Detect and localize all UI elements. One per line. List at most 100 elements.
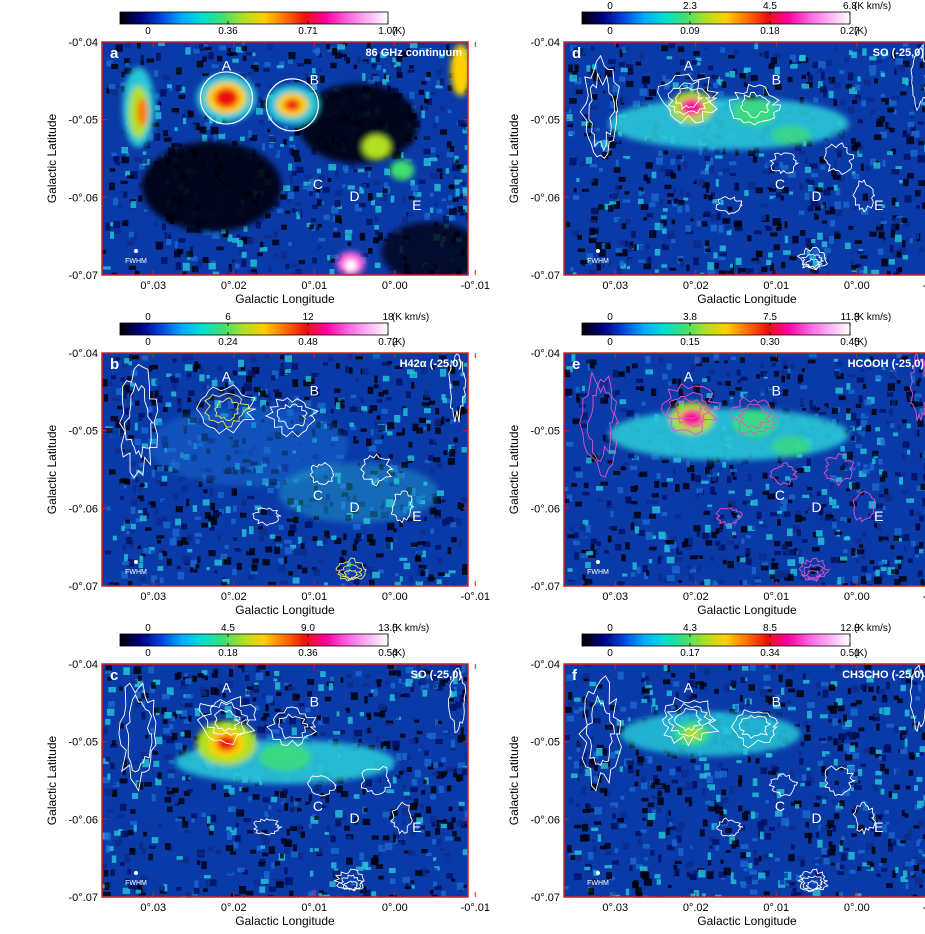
colorbar-top-tick: 4.5 bbox=[763, 1, 777, 12]
colorbar-bottom-tick: 0.18 bbox=[218, 648, 238, 659]
source-label-d: D bbox=[349, 188, 359, 204]
colorbar-bottom-tick: 0.27 bbox=[840, 26, 860, 37]
colorbar-bottom-tick: 0.71 bbox=[298, 26, 318, 37]
x-axis-title: Galactic Longitude bbox=[697, 603, 797, 617]
y-axis-title: Galactic Latitude bbox=[507, 735, 521, 825]
source-label-a: A bbox=[222, 57, 232, 73]
y-tick-label: -0°.05 bbox=[531, 737, 560, 749]
colorbar-bottom-tick: 0.51 bbox=[840, 648, 860, 659]
colorbar-bottom-tick: 0.48 bbox=[298, 337, 318, 348]
y-tick-label: -0°.05 bbox=[69, 426, 98, 438]
colorbar-bottom-tick: 0.30 bbox=[760, 337, 780, 348]
colorbar-bottom-tick: 0 bbox=[145, 337, 151, 348]
source-label-c: C bbox=[775, 176, 785, 192]
colorbar-bottom-tick: 0.34 bbox=[760, 648, 780, 659]
y-tick-label: -0°.06 bbox=[531, 192, 560, 204]
emission-blobs bbox=[122, 43, 468, 275]
y-tick-label: -0°.04 bbox=[531, 659, 560, 671]
x-tick-label: 0°.02 bbox=[683, 902, 709, 914]
aperture-circle-a bbox=[199, 71, 254, 125]
source-label-e: E bbox=[874, 819, 883, 835]
x-tick-label: 0°.01 bbox=[763, 591, 789, 603]
colorbar-top-unit: (K km/s) bbox=[854, 312, 891, 323]
source-label-d: D bbox=[811, 810, 821, 826]
colorbar-bottom-tick: 1.07 bbox=[378, 26, 398, 37]
x-axis-title: Galactic Longitude bbox=[235, 292, 335, 306]
colorbar-bottom-tick: 0.36 bbox=[298, 648, 318, 659]
y-tick-label: -0°.05 bbox=[531, 426, 560, 438]
y-axis-title: Galactic Latitude bbox=[45, 113, 59, 203]
source-label-a: A bbox=[684, 57, 694, 73]
colorbar-top-unit: (K km/s) bbox=[854, 1, 891, 12]
source-label-e: E bbox=[874, 508, 883, 524]
panel-a-svg: 0 0.36 0.71 1.07(K) A B C D Ea 86 GHz continuum FW… bbox=[45, 11, 490, 306]
panel-title: SO (-25,0) bbox=[411, 669, 463, 681]
emission-blobs bbox=[148, 406, 439, 523]
axes: 0°.03 0°.02 0°.01 0°.00 -0°.01 -0°.04 -0°.05 -0… bbox=[507, 348, 925, 617]
colorbar-top-tick: 3.8 bbox=[683, 312, 697, 323]
colorbar-top-tick: 12.8 bbox=[840, 623, 860, 634]
y-tick-label: -0°.07 bbox=[531, 270, 560, 282]
fwhm-label: FWHM bbox=[587, 258, 609, 265]
x-tick-label: 0°.01 bbox=[301, 280, 327, 292]
colorbar-bottom-unit: (K) bbox=[854, 337, 867, 348]
emission-blobs bbox=[620, 711, 801, 756]
colorbar-top-tick: 6 bbox=[225, 312, 231, 323]
y-tick-label: -0°.04 bbox=[69, 37, 98, 49]
colorbar-bottom-tick: 0 bbox=[145, 26, 151, 37]
colorbar-gradient bbox=[581, 322, 851, 336]
x-tick-label: -0°.01 bbox=[923, 280, 925, 292]
y-tick-label: -0°.06 bbox=[531, 814, 560, 826]
source-label-e: E bbox=[874, 197, 883, 213]
source-labels: A B C D E bbox=[684, 57, 884, 213]
x-tick-label: 0°.00 bbox=[844, 902, 870, 914]
y-axis-title: Galactic Latitude bbox=[45, 424, 59, 514]
source-label-b: B bbox=[772, 693, 781, 709]
y-axis-title: Galactic Latitude bbox=[45, 735, 59, 825]
axes: 0°.03 0°.02 0°.01 0°.00 -0°.01 -0°.04 -0°.05 -0… bbox=[45, 659, 490, 928]
x-axis-title: Galactic Longitude bbox=[235, 603, 335, 617]
emission-blobs bbox=[175, 721, 395, 784]
panel-title: CH3CHO (-25,0) bbox=[842, 669, 924, 681]
y-tick-label: -0°.05 bbox=[69, 737, 98, 749]
source-label-b: B bbox=[310, 693, 319, 709]
colorbar-bottom-unit: (K) bbox=[392, 648, 405, 659]
noise-speckles bbox=[564, 353, 925, 586]
contours bbox=[579, 43, 925, 271]
x-tick-label: -0°.01 bbox=[923, 591, 925, 603]
x-axis-title: Galactic Longitude bbox=[235, 914, 335, 928]
source-label-d: D bbox=[811, 499, 821, 515]
x-tick-label: 0°.00 bbox=[382, 902, 408, 914]
colorbar-bottom-tick: 0.36 bbox=[218, 26, 238, 37]
source-label-a: A bbox=[684, 368, 694, 384]
aperture-circle-b bbox=[265, 78, 319, 132]
source-label-d: D bbox=[349, 810, 359, 826]
y-axis-title: Galactic Latitude bbox=[507, 424, 521, 514]
source-labels: A B C D E bbox=[222, 368, 422, 524]
colorbar: 0 0.36 0.71 1.07(K) bbox=[119, 11, 405, 37]
colorbar-top-tick: 4.5 bbox=[221, 623, 235, 634]
colorbar-top-tick: 9.0 bbox=[301, 623, 315, 634]
colorbar-bottom-tick: 0.15 bbox=[680, 337, 700, 348]
map-frame bbox=[101, 41, 469, 276]
colorbar-top-tick: 0 bbox=[145, 312, 151, 323]
x-tick-label: 0°.03 bbox=[140, 280, 166, 292]
fwhm-label: FWHM bbox=[125, 569, 147, 576]
x-tick-label: 0°.01 bbox=[763, 280, 789, 292]
panel-letter: f bbox=[572, 667, 578, 684]
x-tick-label: 0°.02 bbox=[683, 591, 709, 603]
panel-title: 86 GHz continuum bbox=[365, 47, 462, 59]
y-axis-title: Galactic Latitude bbox=[507, 113, 521, 203]
colorbar-top-tick: 7.5 bbox=[763, 312, 777, 323]
fwhm-beam bbox=[134, 871, 138, 875]
colorbar-bottom-tick: 0 bbox=[607, 26, 613, 37]
colorbar-bottom-unit: (K) bbox=[854, 648, 867, 659]
source-label-e: E bbox=[412, 197, 421, 213]
map-frame bbox=[563, 352, 925, 587]
x-axis-title: Galactic Longitude bbox=[697, 914, 797, 928]
x-tick-label: 0°.03 bbox=[602, 591, 628, 603]
fwhm-label: FWHM bbox=[125, 258, 147, 265]
